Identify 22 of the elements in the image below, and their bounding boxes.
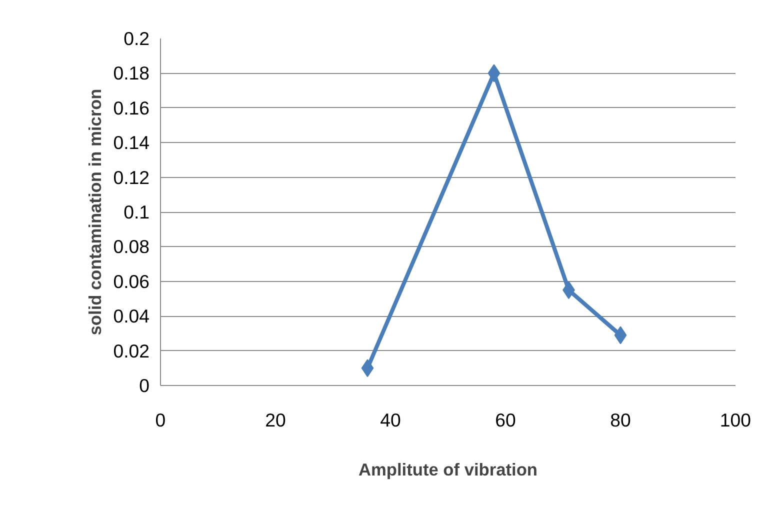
y-tick-label: 0	[139, 375, 150, 396]
x-tick-label: 40	[380, 410, 401, 430]
y-tick-label: 0.06	[113, 270, 150, 292]
point	[488, 64, 500, 82]
y-tick-label: 0.02	[113, 340, 150, 362]
y-tick-label: 0.12	[113, 166, 150, 188]
x-tick-label: 0	[155, 410, 166, 430]
y-tick-label: 0.16	[113, 97, 150, 118]
y-axis-title: solid contamination in micron	[85, 88, 106, 336]
x-tick-label: 20	[265, 410, 286, 430]
y-tick-label: 0.08	[113, 236, 150, 258]
y-tick-label: 0.1	[124, 202, 150, 222]
x-axis-title: Amplitute of vibration	[358, 460, 538, 480]
y-tick-label: 0.2	[124, 28, 150, 49]
y-tick-label: 0.18	[113, 62, 150, 84]
y-tick-label: 0.04	[113, 306, 150, 327]
point	[361, 359, 374, 378]
x-tick-label: 100	[720, 410, 752, 430]
x-tick-label: 80	[610, 410, 631, 430]
point	[614, 326, 627, 344]
y-tick-label: 0.14	[113, 132, 150, 154]
x-tick-label: 60	[495, 410, 516, 430]
